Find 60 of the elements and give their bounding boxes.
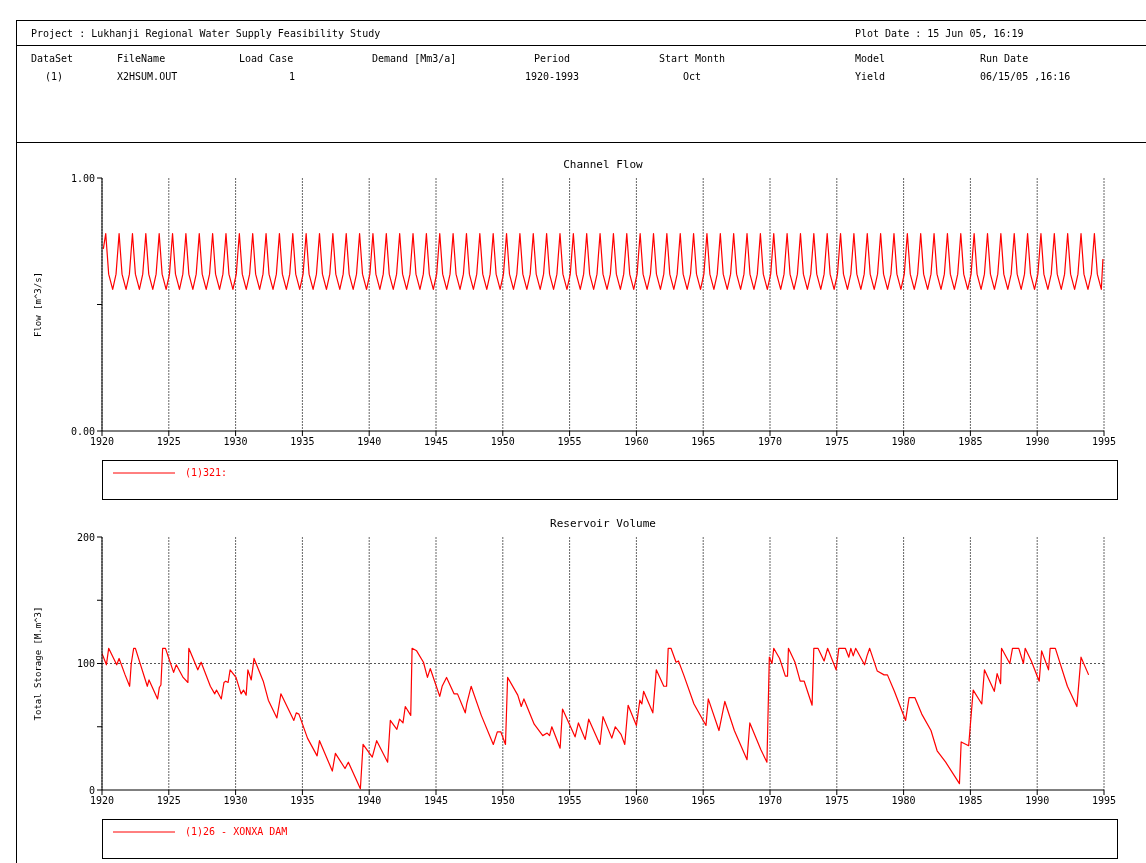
text: (1)26 - XONXA DAM: [185, 826, 288, 837]
x-tick-label: 1925: [156, 436, 181, 448]
x-tick-label: 1920: [89, 436, 115, 448]
x-tick-label: 1985: [958, 795, 983, 807]
text: 1: [289, 71, 297, 82]
text: Demand [Mm3/a]: [372, 53, 458, 64]
text: Run Date: [980, 53, 1030, 64]
text: FileName: [117, 53, 167, 64]
x-tick-label: 1960: [624, 795, 649, 807]
y-tick-label: 200: [76, 531, 95, 543]
x-tick-label: 1935: [290, 436, 315, 448]
x-tick-label: 1920: [89, 795, 115, 807]
text: Project : Lukhanji Regional Water Supply Feasibility Study: [31, 28, 381, 39]
x-tick-label: 1990: [1025, 436, 1050, 448]
y-tick-label: 1.00: [70, 172, 95, 184]
text: Plot Date : 15 Jun 05, 16:19: [855, 28, 1024, 39]
x-tick-label: 1925: [156, 795, 181, 807]
text: Load Case: [239, 53, 295, 64]
y-axis-title: Flow [m^3/s]: [33, 271, 44, 338]
text: X2HSUM.OUT: [117, 71, 179, 82]
x-tick-label: 1945: [423, 795, 449, 807]
y-axis-title: Total Storage [M.m^3]: [33, 606, 44, 721]
x-tick-label: 1965: [691, 436, 716, 448]
x-tick-label: 1970: [757, 436, 783, 448]
text: 06/15/05 ,16:16: [980, 71, 1072, 82]
x-tick-label: 1940: [357, 795, 382, 807]
text: Start Month: [657, 53, 727, 64]
y-tick-label: 0: [88, 784, 95, 796]
x-tick-label: 1930: [223, 795, 248, 807]
x-tick-label: 1995: [1091, 436, 1117, 448]
x-tick-label: 1980: [891, 795, 916, 807]
x-tick-label: 1955: [557, 436, 582, 448]
text: DataSet: [31, 53, 74, 64]
x-tick-label: 1975: [824, 795, 849, 807]
text: (1): [45, 71, 64, 82]
x-tick-label: 1990: [1025, 795, 1050, 807]
x-tick-label: 1985: [958, 436, 983, 448]
text: Oct: [681, 71, 703, 82]
y-tick-label: 0.00: [70, 425, 95, 437]
x-tick-label: 1970: [757, 795, 783, 807]
text: 1920-1993: [523, 71, 581, 82]
text: Model: [855, 53, 887, 64]
x-tick-label: 1950: [490, 436, 515, 448]
chart-title: Channel Flow: [562, 158, 644, 171]
y-tick-label: 100: [76, 658, 95, 670]
text: (1)321:: [185, 467, 228, 478]
x-tick-label: 1960: [624, 436, 649, 448]
chart-title: Reservoir Volume: [549, 517, 657, 530]
x-tick-label: 1980: [891, 436, 916, 448]
x-tick-label: 1950: [490, 795, 515, 807]
text: Yield: [855, 71, 887, 82]
x-tick-label: 1930: [223, 436, 248, 448]
x-tick-label: 1945: [423, 436, 449, 448]
x-tick-label: 1975: [824, 436, 849, 448]
x-tick-label: 1955: [557, 795, 582, 807]
x-tick-label: 1995: [1091, 795, 1117, 807]
text: Period: [532, 53, 572, 64]
x-tick-label: 1940: [357, 436, 382, 448]
x-tick-label: 1965: [691, 795, 716, 807]
x-tick-label: 1935: [290, 795, 315, 807]
